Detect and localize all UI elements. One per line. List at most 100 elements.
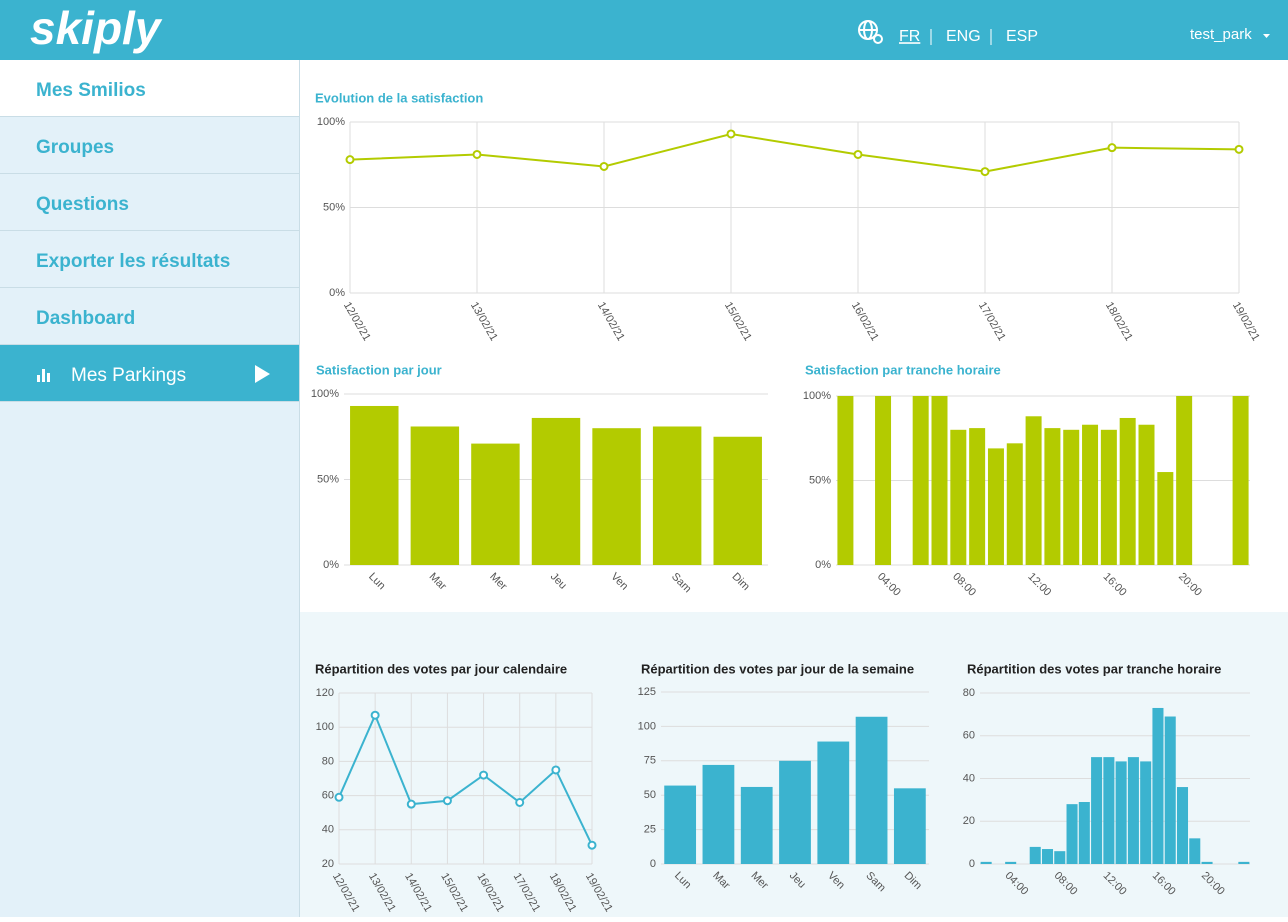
bar bbox=[664, 785, 697, 864]
y-tick-label: 80 bbox=[322, 755, 334, 767]
point bbox=[551, 765, 561, 775]
bar bbox=[893, 788, 926, 864]
bar bbox=[592, 428, 641, 565]
y-tick-label: 40 bbox=[963, 772, 975, 784]
x-tick-label: Ven bbox=[608, 571, 630, 593]
y-tick-label: 50 bbox=[644, 789, 656, 801]
menu-label[interactable]: Mes Parkings bbox=[71, 365, 186, 386]
bar bbox=[1005, 861, 1017, 864]
y-tick-label: 60 bbox=[322, 790, 334, 802]
bar bbox=[1103, 757, 1115, 864]
lang-eng[interactable]: ENG bbox=[946, 28, 981, 45]
y-tick-label: 0% bbox=[815, 559, 831, 571]
y-tick-label: 100 bbox=[316, 721, 334, 733]
x-tick-label: 13/02/21 bbox=[468, 300, 500, 343]
bar bbox=[837, 396, 854, 565]
menu-label[interactable]: Exporter les résultats bbox=[36, 251, 230, 272]
bar bbox=[1041, 849, 1054, 864]
x-tick-label: 14/02/21 bbox=[595, 300, 627, 343]
bar bbox=[1078, 802, 1090, 864]
chart-title: Satisfaction par jour bbox=[316, 362, 442, 377]
y-tick-label: 0 bbox=[650, 858, 656, 870]
bar bbox=[817, 741, 850, 864]
bar bbox=[1066, 804, 1078, 864]
y-tick-label: 0% bbox=[323, 559, 339, 571]
y-tick-label: 20 bbox=[963, 815, 975, 827]
point bbox=[370, 710, 380, 720]
menu-label[interactable]: Groupes bbox=[36, 137, 114, 158]
bar bbox=[1044, 428, 1061, 565]
bar bbox=[350, 405, 399, 565]
bar bbox=[855, 716, 888, 864]
bar bbox=[713, 436, 762, 565]
x-tick-label: Jeu bbox=[548, 571, 569, 592]
chart: Répartition des votes par jour de la sem… bbox=[638, 661, 929, 894]
menu-label[interactable]: Dashboard bbox=[36, 308, 135, 329]
bar bbox=[1063, 429, 1080, 565]
bar bbox=[1138, 424, 1155, 565]
bar bbox=[1201, 861, 1213, 864]
x-tick-label: 16/02/21 bbox=[849, 300, 881, 343]
menu-item[interactable] bbox=[0, 60, 299, 116]
bar bbox=[912, 396, 929, 565]
bar bbox=[950, 429, 967, 565]
bar bbox=[1082, 424, 1099, 565]
lang-esp[interactable]: ESP bbox=[1006, 28, 1038, 45]
y-tick-label: 0 bbox=[969, 858, 975, 870]
point bbox=[726, 129, 736, 139]
bar bbox=[740, 786, 773, 864]
bar bbox=[1025, 416, 1042, 565]
bar bbox=[1232, 396, 1249, 565]
point bbox=[479, 770, 489, 780]
menu-label[interactable]: Questions bbox=[36, 194, 129, 215]
menu-item[interactable] bbox=[0, 174, 299, 230]
header-bar bbox=[0, 0, 1288, 60]
globe-icon[interactable] bbox=[858, 20, 883, 44]
chart-icon bbox=[37, 369, 50, 382]
point bbox=[334, 792, 344, 802]
bar bbox=[652, 426, 702, 565]
x-tick-label: 08:00 bbox=[950, 571, 978, 599]
bar bbox=[1119, 417, 1136, 565]
point bbox=[515, 797, 525, 807]
bar bbox=[410, 426, 460, 565]
x-tick-label: 20:00 bbox=[1176, 571, 1204, 599]
bar bbox=[1164, 716, 1176, 864]
lang-fr[interactable]: FR bbox=[899, 28, 920, 45]
menu-item[interactable] bbox=[0, 288, 299, 344]
chart: Répartition des votes par tranche horair… bbox=[963, 661, 1250, 898]
logo[interactable]: skiply bbox=[30, 2, 163, 54]
bar bbox=[779, 760, 811, 864]
bar bbox=[1238, 861, 1250, 864]
caret bbox=[1263, 34, 1270, 38]
y-tick-label: 100 bbox=[638, 720, 656, 732]
bar bbox=[1091, 757, 1103, 864]
y-tick-label: 60 bbox=[963, 730, 975, 742]
menu-item[interactable] bbox=[0, 231, 299, 287]
chart-title: Satisfaction par tranche horaire bbox=[805, 362, 1001, 377]
user-menu[interactable]: test_park bbox=[1190, 26, 1252, 43]
bar bbox=[1127, 757, 1139, 864]
y-tick-label: 80 bbox=[963, 687, 975, 699]
x-tick-label: Mar bbox=[427, 571, 449, 593]
y-tick-label: 50% bbox=[809, 474, 831, 486]
x-tick-label: 12:00 bbox=[1025, 571, 1053, 599]
x-tick-label: Dim bbox=[730, 571, 752, 593]
y-tick-label: 100% bbox=[317, 116, 345, 128]
x-tick-label: 12/02/21 bbox=[341, 300, 373, 343]
y-tick-label: 100% bbox=[311, 388, 339, 400]
menu-label[interactable]: Mes Smilios bbox=[36, 80, 146, 101]
point bbox=[1107, 143, 1117, 153]
bar bbox=[702, 764, 735, 864]
bar bbox=[980, 861, 992, 864]
bar bbox=[987, 448, 1004, 565]
bar bbox=[875, 396, 892, 565]
y-tick-label: 125 bbox=[638, 686, 656, 698]
y-tick-label: 100% bbox=[803, 390, 831, 402]
bar bbox=[1115, 761, 1127, 864]
line bbox=[349, 132, 1240, 173]
bar bbox=[1006, 443, 1023, 565]
menu-item[interactable] bbox=[0, 117, 299, 173]
bar bbox=[1100, 429, 1117, 565]
